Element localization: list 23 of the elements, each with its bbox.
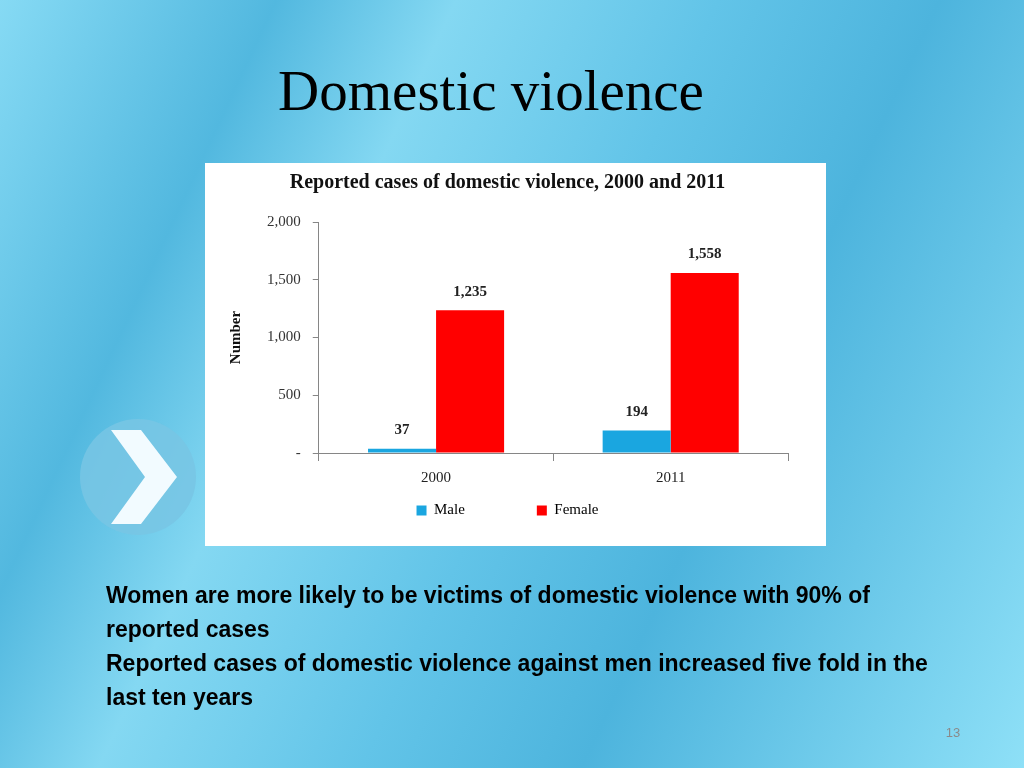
text: 13 (944, 724, 962, 742)
data-label: 1,235 (453, 282, 487, 299)
bar (368, 448, 437, 453)
x-tick-label: 2011 (655, 468, 686, 485)
x-tick-label: 2000 (421, 468, 452, 485)
y-tick-label: 1,500 (267, 270, 301, 287)
bar (602, 430, 671, 453)
text: Women are more likely to be victims of domestic violence with 90% of reported cases (106, 581, 871, 644)
bar (436, 310, 505, 453)
chart-title: Domestic violence (277, 59, 705, 123)
data-label: 194 (625, 402, 649, 419)
chart-subtitle: Reported cases of domestic violence, 2000 and 2011 (289, 170, 726, 194)
legend-label: Male (434, 501, 466, 518)
data-label: 37 (394, 421, 411, 438)
data-label: 1,558 (687, 245, 722, 262)
y-tick-label: - (295, 443, 301, 460)
y-tick-label: 2,000 (267, 212, 301, 229)
legend-label: Female (554, 501, 599, 518)
bar (670, 273, 739, 453)
text: Reported cases of domestic violence against men increased five fold in the last ten years (106, 649, 929, 712)
y-axis-title: Number (226, 310, 243, 365)
y-tick-label: 500 (278, 386, 301, 403)
y-tick-label: 1,000 (267, 328, 301, 345)
